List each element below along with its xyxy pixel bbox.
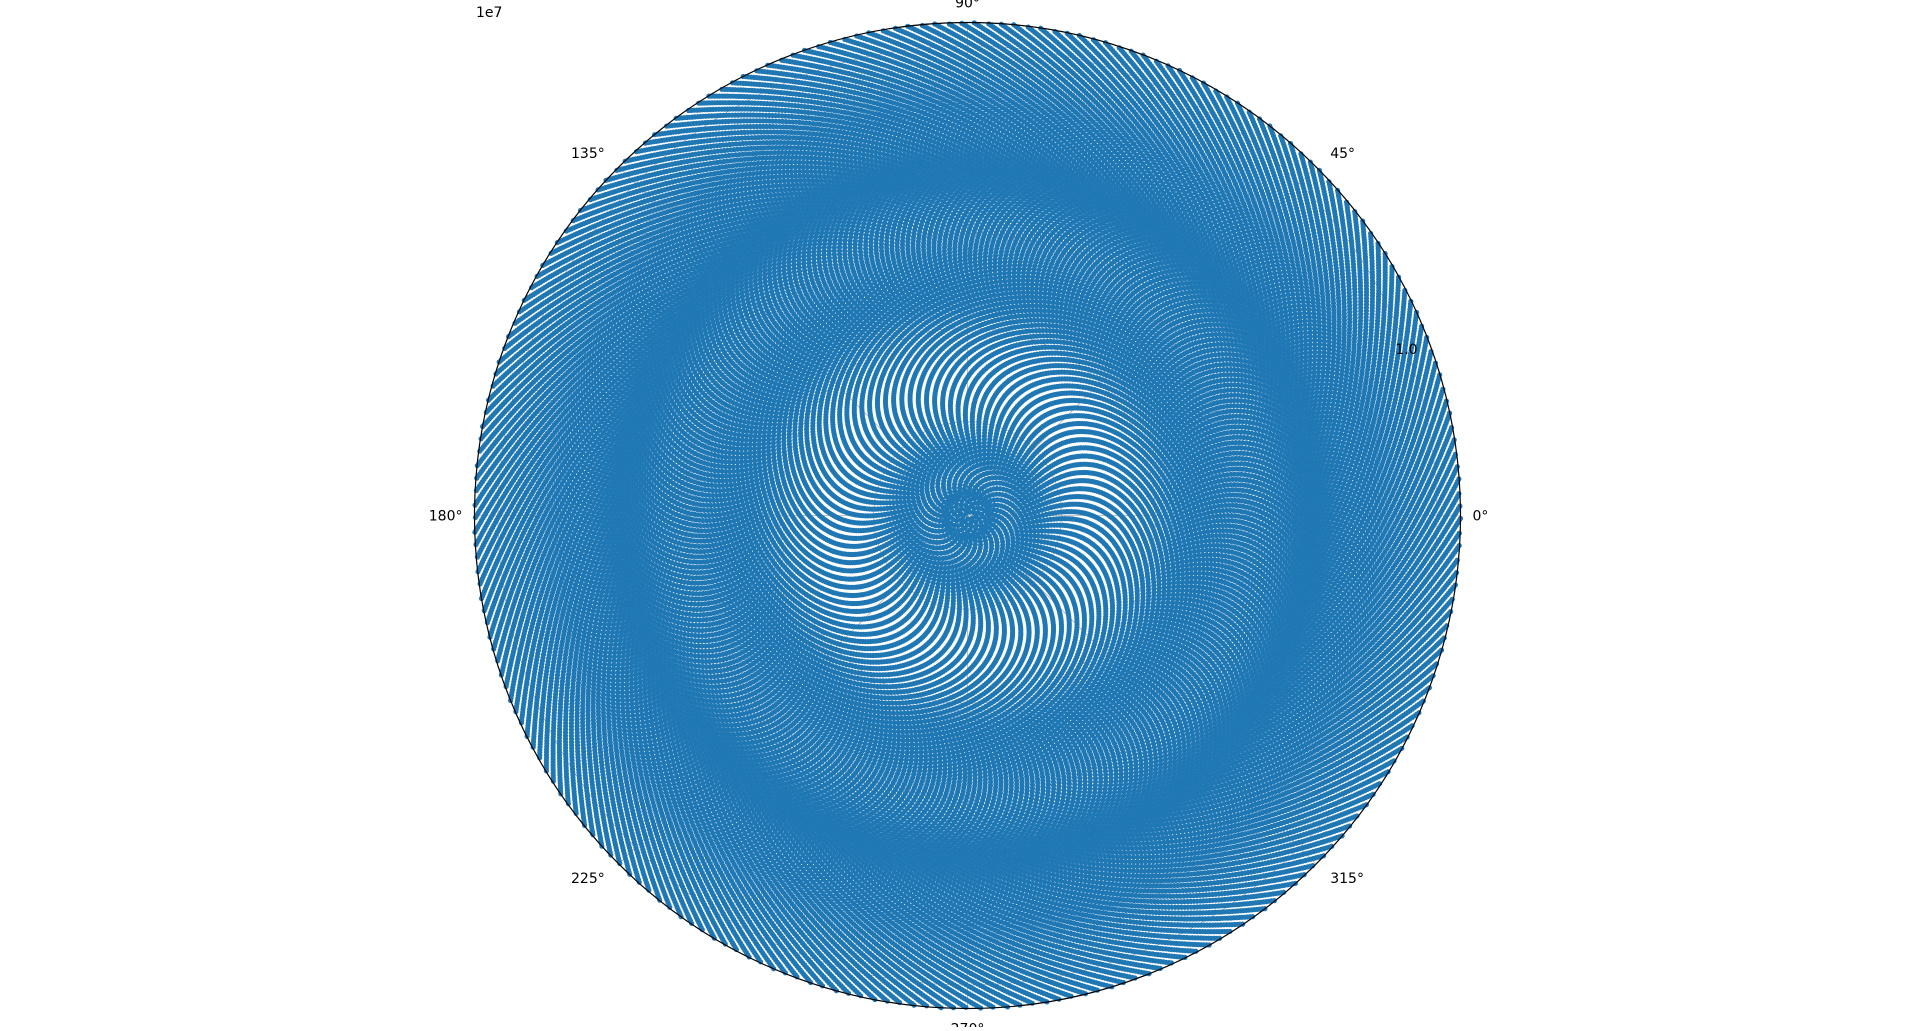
theta-tick-label: 0° xyxy=(1473,509,1489,525)
theta-tick-label: 135° xyxy=(571,146,605,162)
r-tick-label: 1.0 xyxy=(1395,342,1417,358)
labels-layer: 1e7 0° 45° 90° 135° 180° 225° 270° 315° 1.0 xyxy=(429,0,1489,1031)
theta-tick-label: 225° xyxy=(571,871,605,887)
theta-tick-label: 315° xyxy=(1330,871,1364,887)
theta-tick-label: 270° xyxy=(951,1022,985,1028)
scatter-points xyxy=(472,20,1464,1011)
theta-tick-label: 90° xyxy=(955,0,980,12)
data-points-layer xyxy=(472,20,1464,1011)
theta-tick-label: 45° xyxy=(1330,146,1355,162)
polar-outer-frame xyxy=(473,21,1462,1010)
axis-layer xyxy=(473,21,1462,1010)
r-axis-offset-label: 1e7 xyxy=(476,5,502,21)
theta-tick-label: 180° xyxy=(429,509,463,525)
